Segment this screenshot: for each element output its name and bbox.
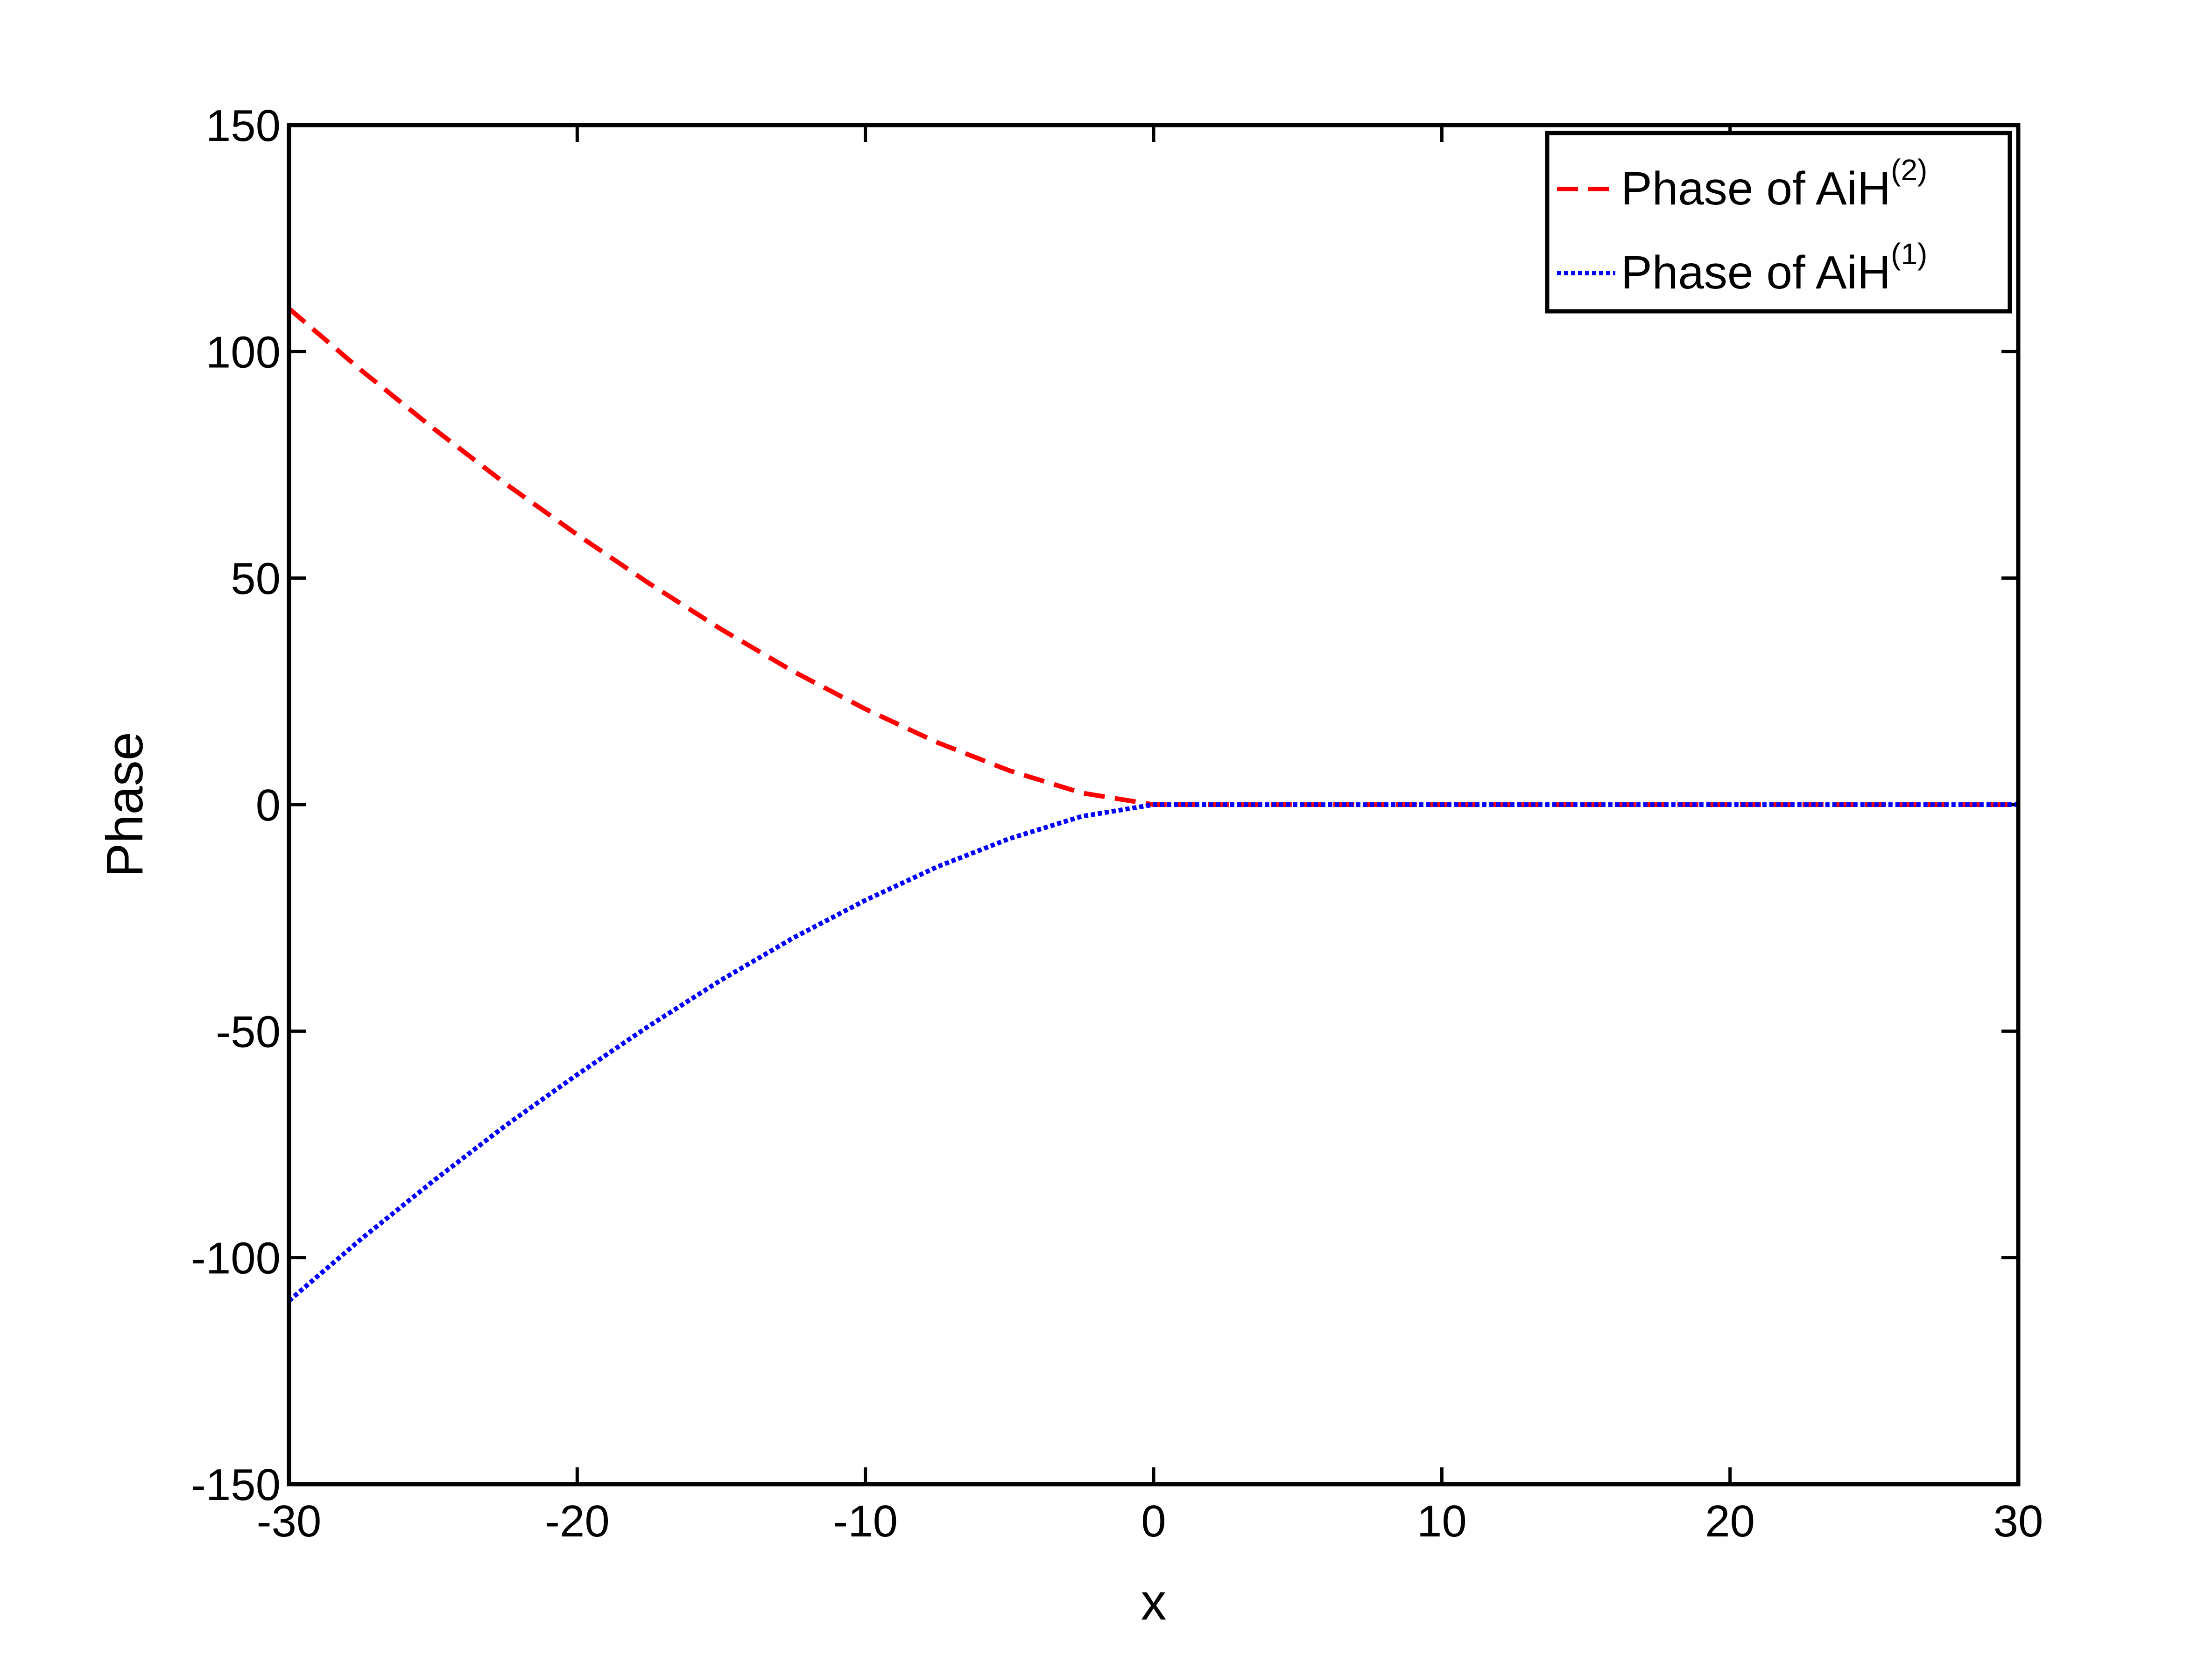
y-axis-label: Phase <box>96 732 154 877</box>
legend-label-series-2-main: Phase of AiH <box>1621 162 1891 215</box>
y-tick-label: -150 <box>191 1460 281 1510</box>
y-tick-label: 100 <box>206 327 281 377</box>
x-tick-label: -10 <box>833 1496 898 1546</box>
y-tick-label: 150 <box>206 101 281 151</box>
legend-label-series-1: Phase of AiH(1) <box>1621 237 1927 299</box>
series-line-aih2 <box>287 307 2018 807</box>
legend-label-series-1-sup: (1) <box>1891 237 1927 271</box>
x-tick-label: 30 <box>1994 1496 2043 1546</box>
legend: Phase of AiH(2) Phase of AiH(1) <box>1545 131 2012 314</box>
x-tick-label: 0 <box>1141 1496 1166 1546</box>
y-tick-label: -50 <box>216 1007 281 1057</box>
legend-box <box>1545 131 2012 314</box>
x-tick-label: 20 <box>1705 1496 1755 1546</box>
x-axis-label: x <box>1141 1573 1167 1631</box>
legend-label-series-2: Phase of AiH(2) <box>1621 153 1927 215</box>
x-tick-label: 10 <box>1417 1496 1467 1546</box>
y-tick-label: 0 <box>256 780 281 830</box>
x-tick-label: -20 <box>545 1496 610 1546</box>
legend-label-series-1-main: Phase of AiH <box>1621 246 1891 299</box>
legend-label-series-2-sup: (2) <box>1891 153 1927 187</box>
plot-frame <box>287 123 2021 1487</box>
x-tick-label: -30 <box>257 1496 322 1546</box>
y-tick-label: 50 <box>231 554 281 604</box>
series-lines <box>287 307 2018 1303</box>
y-tick-label: -100 <box>191 1234 281 1283</box>
